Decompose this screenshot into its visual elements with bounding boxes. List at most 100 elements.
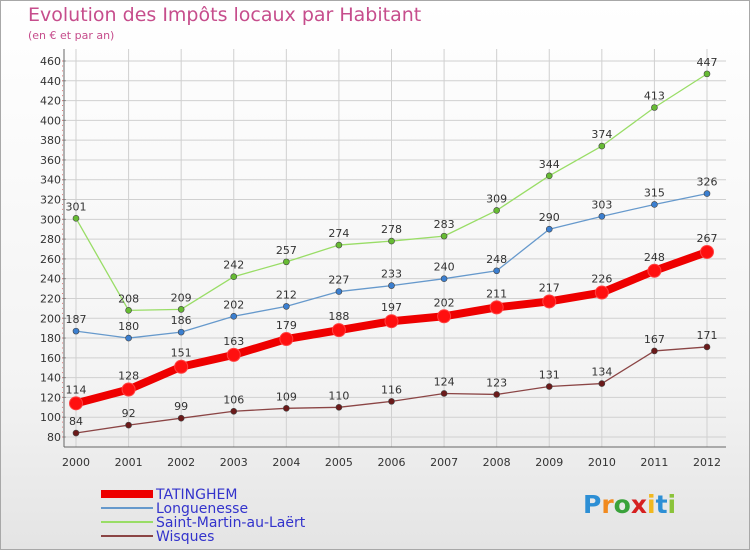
y-tick-label: 100: [40, 411, 61, 424]
data-label: 202: [223, 298, 244, 311]
data-label: 211: [486, 287, 507, 300]
data-label: 163: [223, 335, 244, 348]
data-label: 151: [171, 347, 192, 360]
y-tick-label: 80: [47, 431, 61, 444]
data-label: 131: [539, 369, 560, 382]
data-label: 99: [174, 400, 188, 413]
data-label: 202: [434, 296, 455, 309]
data-label: 114: [66, 383, 87, 396]
data-point: [335, 288, 343, 295]
y-tick-label: 400: [40, 114, 61, 127]
data-label: 344: [539, 158, 560, 171]
data-point: [72, 215, 80, 222]
data-point: [598, 380, 606, 387]
data-point: [651, 104, 658, 111]
data-point: [335, 404, 343, 411]
data-point: [489, 300, 504, 315]
legend-label: Longuenesse: [156, 501, 248, 517]
data-point: [331, 323, 346, 338]
data-label: 171: [697, 329, 718, 342]
data-point: [703, 70, 711, 78]
data-label: 188: [328, 310, 349, 323]
data-point: [125, 334, 132, 342]
data-point: [542, 294, 557, 309]
data-label: 123: [486, 376, 507, 389]
data-label: 212: [276, 288, 297, 301]
data-label: 116: [381, 383, 402, 396]
y-tick-label: 440: [40, 75, 61, 88]
data-point: [384, 314, 399, 329]
data-label: 186: [171, 314, 192, 327]
data-point: [230, 407, 238, 415]
x-tick-label: 2006: [378, 456, 406, 469]
data-label: 106: [223, 393, 244, 406]
data-point: [493, 267, 500, 275]
data-point: [545, 383, 553, 390]
data-point: [177, 328, 185, 336]
data-point: [388, 282, 395, 289]
data-point: [125, 421, 132, 429]
data-point: [72, 429, 80, 437]
data-label: 447: [697, 56, 718, 69]
data-label: 315: [644, 186, 665, 199]
data-point: [437, 309, 452, 324]
chart-title: Evolution des Impôts locaux par Habitant: [28, 4, 422, 26]
data-label: 257: [276, 244, 297, 257]
data-point: [121, 382, 136, 397]
y-tick-label: 340: [40, 174, 61, 187]
y-tick-label: 300: [40, 213, 61, 226]
data-point: [598, 142, 606, 150]
y-tick-label: 380: [40, 134, 61, 147]
data-label: 301: [66, 200, 87, 213]
y-tick-label: 320: [40, 194, 61, 207]
x-tick-label: 2012: [693, 456, 721, 469]
data-label: 187: [66, 313, 87, 326]
data-point: [283, 303, 290, 310]
y-tick-label: 240: [40, 273, 61, 286]
data-label: 84: [69, 415, 83, 428]
x-tick-label: 2011: [640, 456, 668, 469]
data-label: 309: [486, 192, 507, 205]
data-point: [388, 237, 395, 245]
data-point: [283, 258, 290, 266]
data-label: 283: [434, 218, 455, 231]
y-tick-label: 420: [40, 95, 61, 108]
data-point: [335, 241, 343, 249]
data-point: [230, 312, 238, 320]
legend-label: TATINGHEM: [155, 487, 237, 503]
data-point: [177, 414, 185, 422]
data-point: [177, 306, 185, 313]
data-point: [703, 190, 711, 197]
data-label: 248: [644, 251, 665, 264]
y-tick-label: 160: [40, 352, 61, 365]
data-label: 242: [223, 259, 244, 272]
data-point: [647, 263, 662, 278]
x-tick-label: 2003: [220, 456, 248, 469]
data-point: [283, 405, 290, 412]
data-point: [440, 390, 448, 397]
y-tick-label: 140: [40, 372, 61, 385]
proxiti-logo: Proxiti: [583, 490, 677, 519]
data-label: 326: [697, 176, 718, 189]
y-tick-label: 280: [40, 233, 61, 246]
y-tick-label: 200: [40, 312, 61, 325]
data-point: [174, 359, 189, 374]
x-tick-label: 2008: [483, 456, 511, 469]
data-label: 226: [591, 273, 612, 286]
x-tick-label: 2004: [272, 456, 300, 469]
data-label: 134: [591, 366, 612, 379]
legend-label: Saint-Martin-au-Laërt: [156, 515, 306, 531]
data-label: 92: [122, 407, 136, 420]
data-point: [493, 207, 500, 214]
data-label: 128: [118, 370, 139, 383]
data-label: 227: [328, 274, 349, 287]
chart-subtitle: (en € et par an): [28, 29, 115, 42]
data-label: 374: [591, 128, 612, 141]
data-label: 278: [381, 223, 402, 236]
x-tick-label: 2001: [115, 456, 143, 469]
data-point: [440, 275, 448, 282]
data-label: 124: [434, 375, 455, 388]
x-tick-label: 2010: [588, 456, 616, 469]
